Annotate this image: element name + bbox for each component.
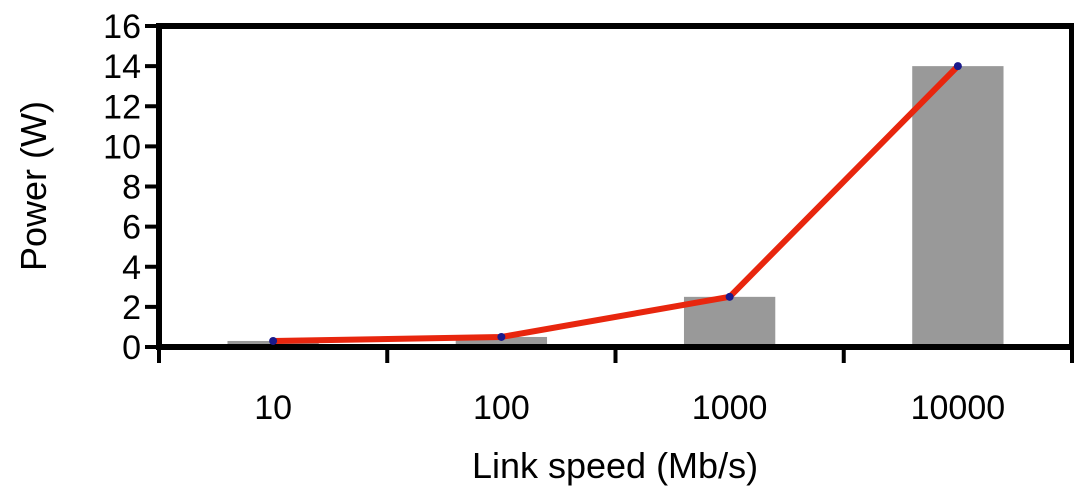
x-tick-label: 10000	[911, 389, 1006, 427]
y-tick-label: 8	[122, 169, 141, 207]
y-axis-label: Power (W)	[13, 101, 54, 271]
x-axis-label: Link speed (Mb/s)	[472, 445, 758, 486]
x-axis: 10 100 1000 10000	[157, 347, 1074, 427]
y-tick-label: 4	[122, 249, 141, 287]
y-tick-label: 14	[103, 48, 141, 86]
bars-layer	[227, 66, 1004, 347]
x-tick-label: 100	[473, 389, 530, 427]
bar-10000	[912, 66, 1004, 347]
x-tick-label: 10	[254, 389, 292, 427]
y-tick-label: 10	[103, 128, 141, 166]
line-point-1000	[725, 292, 734, 301]
y-tick-label: 6	[122, 209, 141, 247]
bar-100	[455, 336, 548, 347]
y-tick-label: 12	[103, 88, 141, 126]
line-point-100	[497, 332, 506, 341]
y-tick-label: 16	[103, 8, 141, 46]
y-tick-label: 0	[122, 329, 141, 367]
line-point-10	[269, 336, 278, 345]
y-tick-label: 2	[122, 289, 141, 327]
line-point-10000	[953, 62, 962, 71]
x-tick-label: 1000	[692, 389, 768, 427]
line-layer	[269, 62, 962, 345]
power-line	[270, 63, 961, 344]
